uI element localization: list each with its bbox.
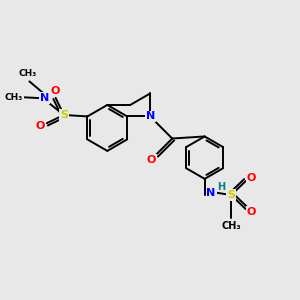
Text: CH₃: CH₃ <box>5 93 23 102</box>
Text: O: O <box>51 86 60 96</box>
Text: O: O <box>247 173 256 183</box>
Text: O: O <box>36 121 45 130</box>
Text: S: S <box>60 110 68 120</box>
Text: O: O <box>147 155 156 165</box>
Text: N: N <box>206 188 216 198</box>
Text: N: N <box>146 111 155 122</box>
Text: CH₃: CH₃ <box>221 221 241 231</box>
Text: N: N <box>40 93 49 103</box>
Text: CH₃: CH₃ <box>19 69 37 78</box>
Text: O: O <box>247 207 256 217</box>
Text: H: H <box>217 182 225 192</box>
Text: S: S <box>227 190 235 200</box>
